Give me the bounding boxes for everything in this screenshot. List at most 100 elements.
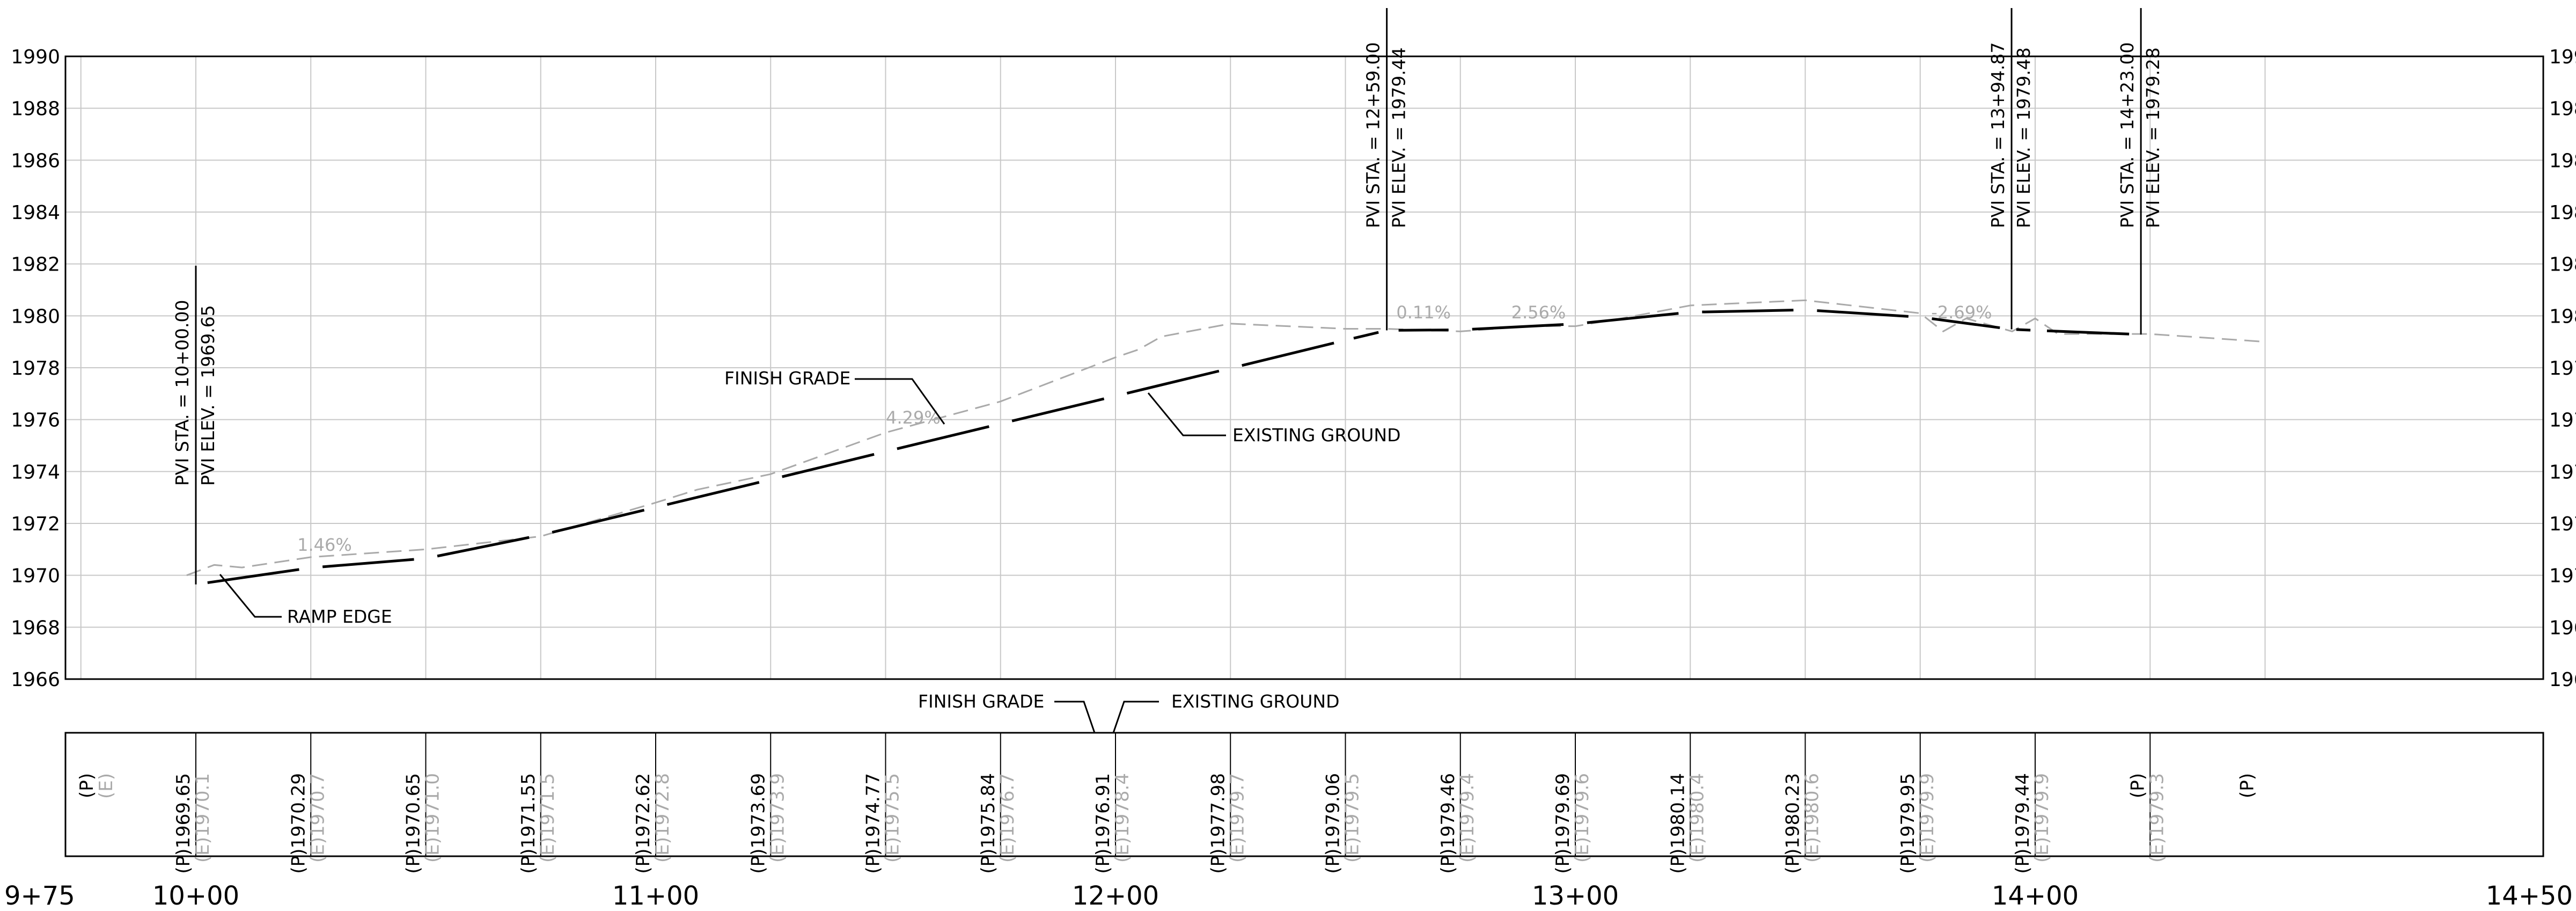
band-existing-elevation: (E)1972.8 — [652, 773, 673, 863]
callout-existing-ground: EXISTING GROUND — [1147, 392, 1401, 446]
band-cell-proposed-group: (P)1979.69 — [1552, 773, 1574, 874]
band-proposed-elevation: (P)1979.95 — [1897, 773, 1919, 874]
finish-grade-segment — [322, 558, 414, 569]
band-cell-existing-group: (E)1970.1 — [192, 773, 214, 863]
y-tick-label-right: 1976 — [2549, 410, 2576, 432]
band-cell-existing-group: (E)1971.5 — [537, 773, 559, 863]
y-tick-label-right: 1978 — [2549, 358, 2576, 380]
station-labels-layer: 9+75 10+00 11+00 12+00 13+00 14+00 14+50 — [4, 881, 2573, 911]
y-tick-label-right: 1984 — [2549, 202, 2576, 224]
callout-band-finish-grade: FINISH GRADE — [918, 691, 1096, 733]
band-proposed-elevation: (P) — [2127, 773, 2148, 798]
callout-band-existing-ground: EXISTING GROUND — [1112, 691, 1340, 733]
band-cell-existing-group: (E)1979.5 — [1342, 773, 1363, 863]
band-cell-existing-group: (E) — [96, 773, 117, 799]
band-proposed-elevation: (P)1979.69 — [1552, 773, 1574, 874]
callout-existing-ground-label: EXISTING GROUND — [1232, 425, 1401, 446]
band-cell-proposed-group: (P)1971.55 — [518, 773, 539, 874]
pvi-station-label: PVI STA. = 13+94.87 — [1987, 42, 2008, 228]
band-existing-elevation: (E)1979.4 — [1457, 773, 1478, 863]
band-proposed-elevation: (P)1980.14 — [1667, 773, 1689, 874]
y-tick-label-left: 1976 — [11, 410, 60, 432]
y-tick-label-left: 1968 — [11, 617, 60, 639]
callout-ramp-edge-leader — [219, 574, 282, 618]
band-existing-elevation: (E) — [96, 773, 117, 799]
finish-grade-segment — [552, 508, 645, 534]
finish-grade-segment — [1587, 312, 1679, 324]
callout-finish-grade-label: FINISH GRADE — [724, 368, 850, 389]
y-tick-label-right: 1990 — [2549, 46, 2576, 68]
band-proposed-elevation: (P)1973.69 — [747, 773, 769, 874]
band-existing-elevation: (E)1980.6 — [1802, 773, 1823, 863]
y-tick-label-left: 1978 — [11, 358, 60, 380]
pvi-elevation-label: PVI ELEV. = 1979.48 — [2013, 47, 2034, 228]
band-existing-elevation: (E)1980.4 — [1686, 773, 1708, 863]
band-cell-existing-group: (E)1973.9 — [767, 773, 788, 863]
band-cell-proposed-group: (P)1979.44 — [2012, 773, 2034, 874]
grade-percent-label: 4.29% — [886, 407, 941, 428]
callout-finish-grade: FINISH GRADE — [724, 368, 945, 425]
y-tick-label-right: 1966 — [2549, 669, 2576, 691]
band-cell-existing-group: (E)1979.3 — [2146, 773, 2168, 863]
band-existing-elevation: (E)1970.1 — [192, 773, 214, 863]
band-existing-elevation: (E)1978.4 — [1112, 773, 1133, 863]
y-tick-label-left: 1970 — [11, 565, 60, 587]
band-existing-elevation: (E)1971.0 — [422, 773, 444, 863]
band-existing-elevation: (E)1979.7 — [1227, 773, 1248, 863]
callout-ramp-edge-label: RAMP EDGE — [287, 606, 392, 627]
callout-band-existing-ground-label: EXISTING GROUND — [1171, 691, 1340, 712]
band-proposed-elevation: (P)1979.06 — [1323, 773, 1344, 874]
band-proposed-elevation: (P)1980.23 — [1782, 773, 1804, 874]
station-label: 10+00 — [152, 881, 239, 908]
band-cell-proposed-group: (P)1972.62 — [633, 773, 654, 874]
finish-grade-segment — [1472, 323, 1564, 331]
y-tick-label-right: 1974 — [2549, 461, 2576, 483]
band-cell-existing-group: (E)1971.0 — [422, 773, 444, 863]
callout-existing-ground-leader — [1147, 392, 1226, 436]
grade-percent-label: 2.56% — [1511, 302, 1566, 323]
band-cell-proposed-group: (P)1980.14 — [1667, 773, 1689, 874]
callout-band-existing-ground-leader — [1112, 701, 1159, 733]
y-tick-label-left: 1974 — [11, 461, 60, 483]
series-layer — [186, 299, 2265, 584]
pvi-label-group: PVI STA. = 14+23.00 PVI ELEV. = 1979.28 — [2117, 42, 2163, 228]
plot-frame — [64, 55, 2544, 680]
band-existing-elevation: (E)1979.9 — [2031, 773, 2053, 863]
y-tick-label-left: 1972 — [11, 513, 60, 535]
band-proposed-elevation: (P)1979.46 — [1437, 773, 1459, 874]
band-cell-proposed-group: (P)1970.65 — [403, 773, 424, 874]
finish-grade-segment — [1398, 329, 1449, 332]
pvi-station-label: PVI STA. = 12+59.00 — [1363, 42, 1384, 228]
elevation-band-frame — [64, 732, 2544, 857]
grade-percent-label: 1.46% — [297, 535, 352, 555]
y-tick-label-right: 1980 — [2549, 305, 2576, 327]
band-cell-proposed-group: (P)1973.69 — [747, 773, 769, 874]
finish-grade-segment — [782, 453, 875, 478]
band-cell-existing-group: (E)1975.5 — [882, 773, 904, 863]
pvi-elevation-label: PVI ELEV. = 1979.28 — [2142, 47, 2163, 228]
band-existing-elevation: (E)1976.7 — [997, 773, 1018, 863]
callout-band-finish-grade-label: FINISH GRADE — [918, 691, 1044, 712]
station-label: 13+00 — [1532, 881, 1619, 908]
pvi-elevation-label: PVI ELEV. = 1979.44 — [1389, 47, 1410, 228]
band-cell-proposed-group: (P)1979.06 — [1323, 773, 1344, 874]
y-tick-label-left: 1984 — [11, 202, 60, 224]
band-cell-existing-group: (E)1980.4 — [1686, 773, 1708, 863]
finish-grade-segment — [897, 425, 989, 450]
callout-band-finish-grade-leader — [1054, 701, 1096, 733]
finish-grade-segment — [666, 481, 760, 506]
grid-layer — [65, 56, 2543, 680]
band-cell-proposed-group: (P)1975.84 — [978, 773, 999, 874]
band-proposed-elevation: (P)1972.62 — [633, 773, 654, 874]
band-proposed-elevation: (P)1979.44 — [2012, 773, 2034, 874]
band-cell-proposed-group: (P)1970.29 — [288, 773, 309, 874]
band-cell-proposed-group: (P)1969.65 — [173, 773, 194, 874]
band-proposed-elevation: (P) — [76, 773, 98, 798]
pvi-elevation-label: PVI ELEV. = 1969.65 — [197, 305, 218, 486]
y-tick-label-right: 1970 — [2549, 565, 2576, 587]
grade-percent-label: -2.69% — [1931, 302, 1992, 323]
band-cell-existing-group: (E)1970.7 — [307, 773, 328, 863]
grade-percent-label: 0.11% — [1396, 302, 1451, 323]
